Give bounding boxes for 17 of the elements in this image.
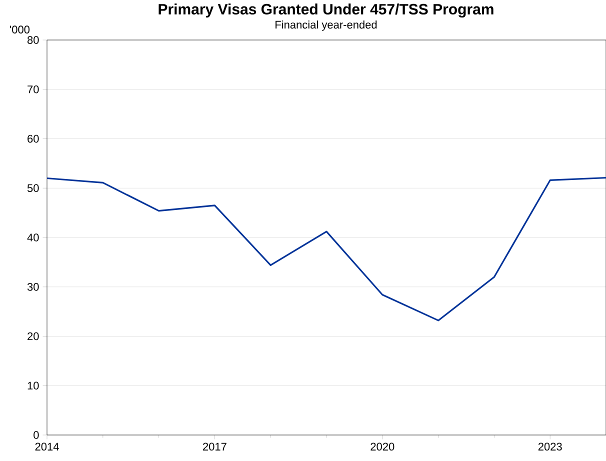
y-tick-label: 70 xyxy=(28,85,39,94)
line-series xyxy=(47,176,606,322)
y-tick-label: 20 xyxy=(28,332,39,340)
x-tick-label: 2017 xyxy=(203,442,226,451)
chart-title: Primary Visas Granted Under 457/TSS Program xyxy=(158,4,494,18)
y-tick-label: 0 xyxy=(34,431,39,439)
y-tick-label: 30 xyxy=(27,282,39,291)
y-tick-label: 40 xyxy=(27,234,39,242)
y-tick-label: 60 xyxy=(28,134,39,143)
x-tick-label: 2014 xyxy=(35,442,59,451)
chart-subtitle: Financial year-ended xyxy=(276,20,377,31)
y-tick-label: 50 xyxy=(27,184,39,192)
x-tick-label: 2020 xyxy=(370,442,394,451)
y-tick-label: 10 xyxy=(28,382,39,390)
x-tick-label: 2023 xyxy=(538,442,562,451)
y-tick-label: 80 xyxy=(27,36,39,44)
y-axis-title: '000 xyxy=(10,26,30,34)
